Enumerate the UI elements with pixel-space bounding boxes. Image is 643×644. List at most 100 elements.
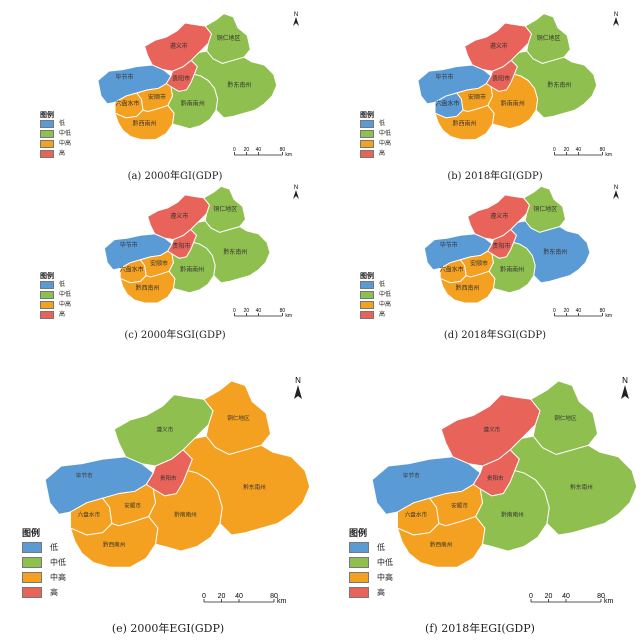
caption-d: (d) 2018年SGI(GDP) xyxy=(443,330,547,341)
region-label-anshun: 安顺市 xyxy=(468,93,486,101)
region-label-qiannan: 黔南南州 xyxy=(180,265,204,273)
legend-item: 低 xyxy=(360,120,391,128)
region-label-qiannan: 黔南南州 xyxy=(501,99,525,107)
scale-tick-label: 0 xyxy=(202,593,206,600)
scale-tick-label: 40 xyxy=(256,308,262,314)
region-label-anshun: 安顺市 xyxy=(451,501,468,509)
scale-tick-label: 20 xyxy=(564,147,570,153)
region-label-qianxinan: 黔西南州 xyxy=(103,541,125,549)
scale-tick-label: 80 xyxy=(280,308,286,314)
scale-tick-label: 40 xyxy=(576,308,582,314)
scale-tick-label: 20 xyxy=(244,308,250,314)
region-label-qiannan: 黔南南州 xyxy=(500,265,524,273)
scale-tick-label: 80 xyxy=(600,147,606,153)
region-label-guiyang: 贵阳市 xyxy=(160,474,177,482)
region-label-bijie: 毕节市 xyxy=(435,73,453,81)
legend-label: 高 xyxy=(59,150,66,157)
region-label-liupanshui: 六盘水市 xyxy=(120,265,144,273)
scale-tick-label: 40 xyxy=(256,147,262,153)
legend-item: 中高 xyxy=(360,140,391,148)
scale-tick-label: 20 xyxy=(545,593,553,600)
legend-item: 高 xyxy=(22,587,66,598)
legend-swatch xyxy=(360,120,374,128)
region-label-qianxinan: 黔西南州 xyxy=(456,284,480,292)
map-panel-f: 毕节市 遵义市 铜仁地区 贵阳市 六盘水市 安顺市 黔西南州 黔南南州 黔东南州 N 0 20 40 80… xyxy=(345,368,643,618)
scale-unit-label: km xyxy=(604,598,614,605)
legend-swatch xyxy=(22,572,42,583)
region-label-liupanshui: 六盘水市 xyxy=(78,511,101,519)
legend-title: 图例 xyxy=(22,529,41,539)
map-panel-b: 毕节市 遵义市 铜仁地区 贵阳市 六盘水市 安顺市 黔西南州 黔南南州 黔东南州 N 0 20 40 80… xyxy=(360,5,630,167)
region-label-guiyang: 贵阳市 xyxy=(487,474,504,482)
region-label-zunyi: 遵义市 xyxy=(170,212,188,220)
region-label-tongren: 铜仁地区 xyxy=(227,414,250,422)
legend-item: 中低 xyxy=(40,130,71,138)
region-label-qiannan: 黔南南州 xyxy=(181,99,205,107)
legend-item: 高 xyxy=(360,311,391,319)
region-label-zunyi: 遵义市 xyxy=(156,426,173,434)
legend-item: 中高 xyxy=(40,301,71,309)
north-arrow-icon: N xyxy=(294,376,302,399)
legend-item: 高 xyxy=(40,311,71,319)
scale-tick-label: 0 xyxy=(529,593,533,600)
legend-swatch xyxy=(40,281,54,289)
region-label-guiyang: 贵阳市 xyxy=(492,242,510,250)
region-label-tongren: 铜仁地区 xyxy=(554,414,577,422)
legend-label: 中低 xyxy=(377,557,393,567)
legend-label: 中低 xyxy=(379,291,392,298)
north-label: N xyxy=(294,185,298,191)
map-legend: 图例低中低 中高高 xyxy=(22,530,66,602)
scale-unit-label: km xyxy=(285,152,292,158)
scale-tick-label: 40 xyxy=(576,147,582,153)
north-arrow-icon: N xyxy=(621,376,629,399)
legend-swatch xyxy=(22,587,42,598)
region-label-tongren: 铜仁地区 xyxy=(533,205,557,213)
legend-item: 低 xyxy=(40,281,71,289)
region-label-bijie: 毕节市 xyxy=(115,73,133,81)
region-label-qianxinan: 黔西南州 xyxy=(430,541,452,549)
legend-title: 图例 xyxy=(360,110,374,119)
region-label-qianxinan: 黔西南州 xyxy=(133,120,157,128)
legend-label: 高 xyxy=(50,587,58,597)
legend-label: 中高 xyxy=(379,301,392,308)
legend-item: 中高 xyxy=(40,140,71,148)
region-label-anshun: 安顺市 xyxy=(124,501,141,509)
legend-label: 中低 xyxy=(379,130,392,137)
caption-a: (a) 2000年GI(GDP) xyxy=(127,171,223,182)
region-label-guiyang: 贵阳市 xyxy=(172,242,190,250)
region-qiandongnan xyxy=(509,435,638,536)
region-label-qiandongnan: 黔东南州 xyxy=(243,483,265,491)
legend-item: 中高 xyxy=(22,572,66,583)
legend-item: 高 xyxy=(360,150,391,158)
region-label-qiandongnan: 黔东南州 xyxy=(547,81,571,89)
region-label-liupanshui: 六盘水市 xyxy=(116,99,140,107)
scale-tick-label: 0 xyxy=(553,147,556,153)
legend-item: 低 xyxy=(22,542,66,553)
region-label-anshun: 安顺市 xyxy=(470,260,488,268)
map-legend: 图例低中低 中高高 xyxy=(360,272,391,321)
scale-tick-label: 40 xyxy=(562,593,570,600)
region-qiandongnan xyxy=(182,435,311,536)
legend-swatch xyxy=(360,140,374,148)
legend-label: 低 xyxy=(59,281,66,288)
region-label-zunyi: 遵义市 xyxy=(483,426,500,434)
region-label-qiandongnan: 黔东南州 xyxy=(227,81,251,89)
legend-item: 中低 xyxy=(360,130,391,138)
north-label: N xyxy=(614,12,618,18)
region-label-qiandongnan: 黔东南州 xyxy=(223,248,247,256)
legend-title: 图例 xyxy=(40,110,54,119)
region-label-tongren: 铜仁地区 xyxy=(213,205,237,213)
north-label: N xyxy=(614,185,618,191)
legend-title: 图例 xyxy=(349,529,368,539)
north-arrow-icon: N xyxy=(293,185,299,199)
